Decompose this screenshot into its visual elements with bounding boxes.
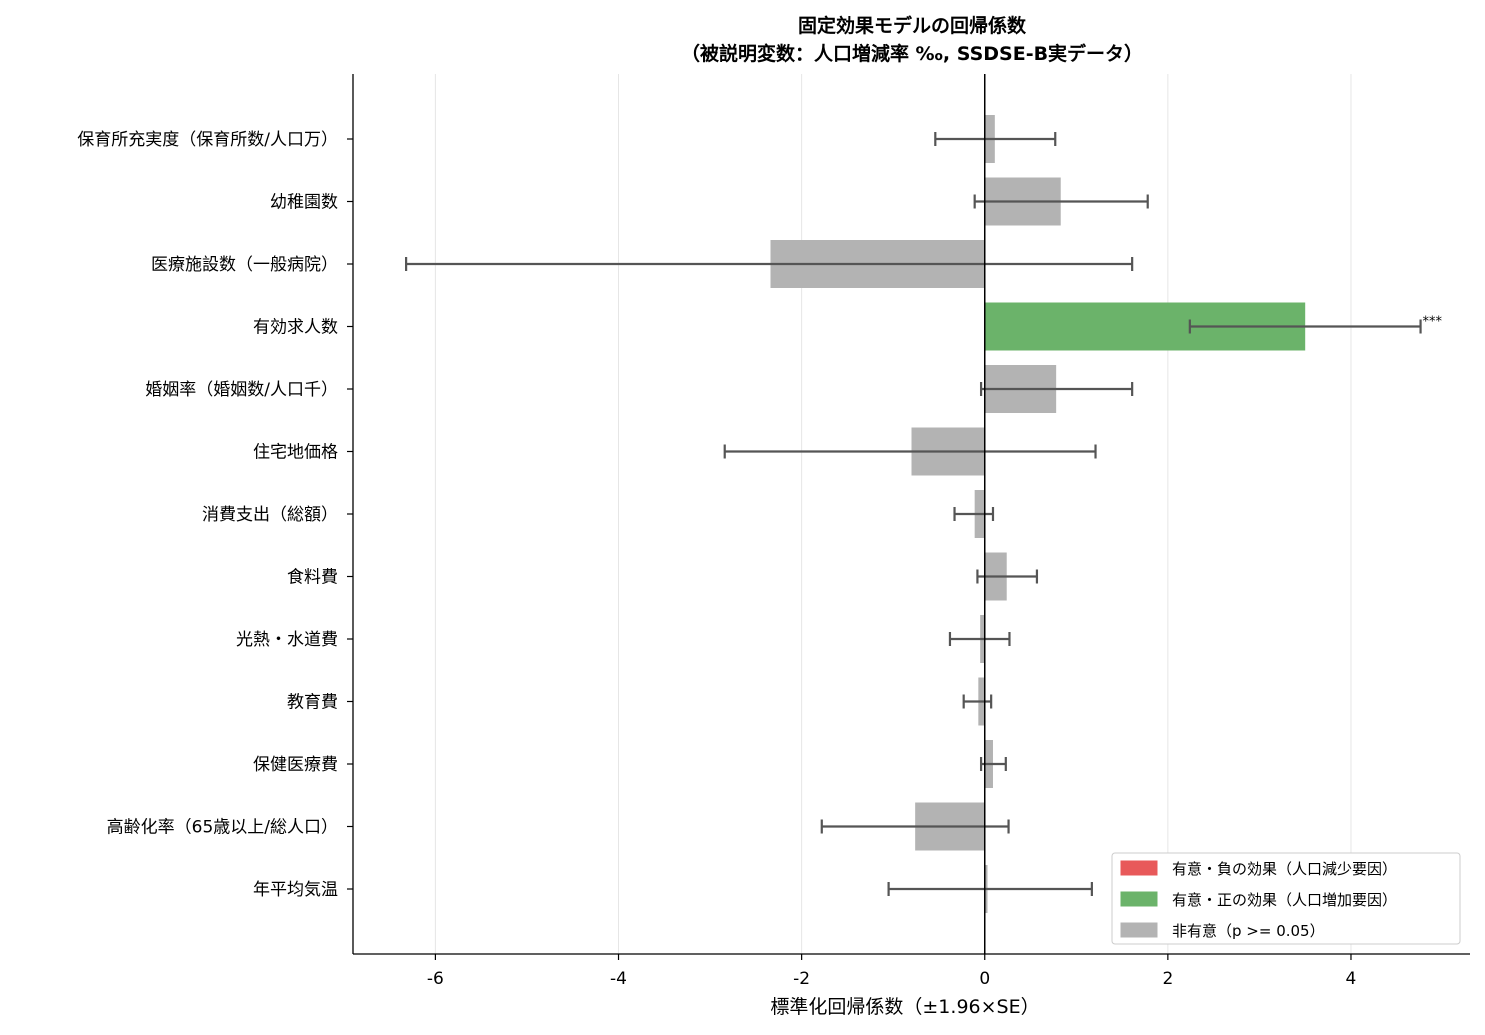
error-bars-layer: ***	[405, 132, 1443, 896]
y-tick-label: 保健医療費	[253, 755, 338, 775]
x-tick-label: 0	[979, 969, 990, 989]
y-tick-label: 消費支出（総額）	[202, 505, 338, 525]
legend-label-none: 非有意（p >= 0.05）	[1172, 922, 1325, 940]
x-gridlines	[434, 74, 1352, 954]
y-tick-label: 婚姻率（婚姻数/人口千）	[145, 380, 338, 400]
y-tick-label: 教育費	[287, 693, 338, 713]
x-tick-labels: -6 -4 -2 0 2 4	[427, 969, 1356, 989]
chart-title-line1: 固定効果モデルの回帰係数	[798, 14, 1027, 37]
y-tick-label: 食料費	[287, 568, 338, 588]
y-tick-label: 保育所充実度（保育所数/人口万）	[77, 130, 338, 150]
x-axis-label: 標準化回帰係数（±1.96×SE）	[770, 996, 1039, 1018]
y-tick-label: 医療施設数（一般病院）	[151, 255, 338, 275]
x-tick-label: -4	[610, 969, 627, 989]
significance-label: ***	[1423, 315, 1443, 330]
legend: 有意・負の効果（人口減少要因） 有意・正の効果（人口増加要因） 非有意（p >= 0…	[1111, 852, 1461, 945]
y-tick-label: 光熱・水道費	[236, 630, 338, 650]
bars-layer	[770, 115, 1306, 913]
legend-swatch-positive	[1120, 891, 1158, 907]
y-tick-label: 年平均気温	[253, 880, 338, 900]
x-tick-label: 2	[1162, 969, 1173, 989]
y-tick-label: 住宅地価格	[253, 443, 338, 463]
legend-swatch-none	[1120, 922, 1158, 938]
y-tick-label: 高齢化率（65歳以上/総人口）	[107, 818, 338, 838]
x-tick-label: -6	[427, 969, 444, 989]
legend-swatch-negative	[1120, 860, 1158, 876]
y-tick-label: 幼稚園数	[270, 193, 338, 213]
legend-box	[1111, 852, 1461, 945]
x-tick-label: -2	[793, 969, 810, 989]
chart-title-line2: （被説明変数：人口増減率 ‰, SSDSE-B実データ）	[681, 42, 1143, 65]
legend-label-positive: 有意・正の効果（人口増加要因）	[1172, 891, 1397, 909]
x-tick-label: 4	[1346, 969, 1357, 989]
y-tick-label: 有効求人数	[253, 318, 338, 338]
axes-layer	[347, 74, 1470, 960]
legend-label-negative: 有意・負の効果（人口減少要因）	[1172, 860, 1397, 878]
